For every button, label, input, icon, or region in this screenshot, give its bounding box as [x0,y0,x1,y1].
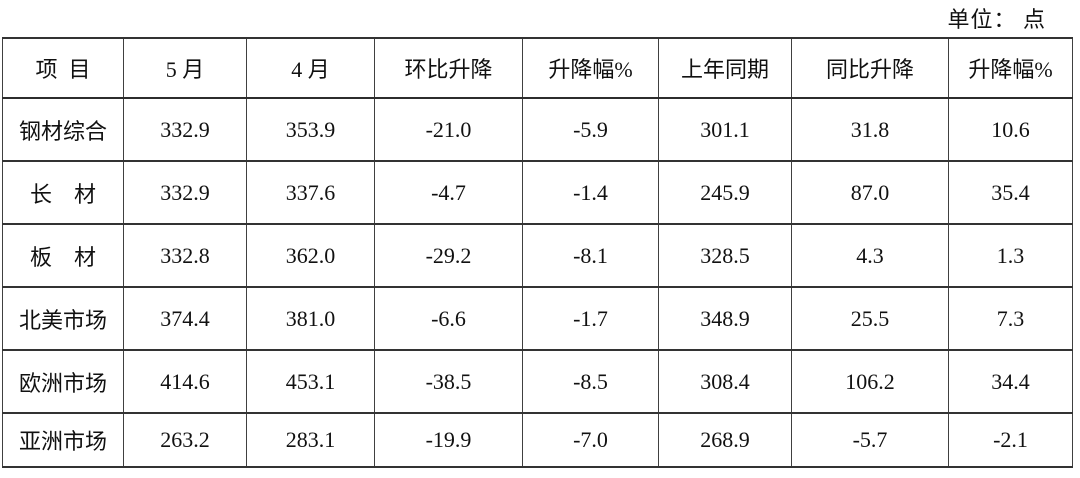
header-cell-may: 5 月 [123,37,247,99]
data-cell: 263.2 [123,412,247,468]
data-cell: -5.9 [522,97,659,162]
header-cell-yoy-change-pct: 升降幅% [948,37,1073,99]
data-cell: 453.1 [246,349,375,414]
steel-price-index-table: 项 目 5 月 4 月 环比升降 升降幅% 上年同期 同比升降 升降幅% 钢材综… [2,37,1073,468]
data-cell: 337.6 [246,160,375,225]
row-label: 北美市场 [2,286,124,351]
table-row: 北美市场 374.4 381.0 -6.6 -1.7 348.9 25.5 7.… [2,286,1073,351]
data-cell: 268.9 [658,412,792,468]
data-cell: 332.8 [123,223,247,288]
data-cell: 362.0 [246,223,375,288]
header-cell-item: 项 目 [2,37,124,99]
header-cell-april: 4 月 [246,37,375,99]
data-cell: 31.8 [791,97,949,162]
data-cell: 283.1 [246,412,375,468]
data-cell: -38.5 [374,349,523,414]
data-cell: 301.1 [658,97,792,162]
data-cell: 308.4 [658,349,792,414]
table-row: 亚洲市场 263.2 283.1 -19.9 -7.0 268.9 -5.7 -… [2,412,1073,468]
row-label: 长 材 [2,160,124,225]
header-row: 项 目 5 月 4 月 环比升降 升降幅% 上年同期 同比升降 升降幅% [2,37,1073,99]
data-cell: 1.3 [948,223,1073,288]
header-cell-mom-change: 环比升降 [374,37,523,99]
row-label: 欧洲市场 [2,349,124,414]
data-cell: -7.0 [522,412,659,468]
data-cell: 35.4 [948,160,1073,225]
data-cell: 332.9 [123,160,247,225]
data-cell: 34.4 [948,349,1073,414]
data-cell: -5.7 [791,412,949,468]
data-cell: 332.9 [123,97,247,162]
header-cell-last-year: 上年同期 [658,37,792,99]
data-cell: 87.0 [791,160,949,225]
data-cell: 414.6 [123,349,247,414]
data-cell: 381.0 [246,286,375,351]
data-cell: -8.1 [522,223,659,288]
data-cell: 10.6 [948,97,1073,162]
unit-label: 单位： 点 [947,7,1046,32]
data-cell: 245.9 [658,160,792,225]
table-row: 板 材 332.8 362.0 -29.2 -8.1 328.5 4.3 1.3 [2,223,1073,288]
data-cell: 374.4 [123,286,247,351]
table-row: 长 材 332.9 337.6 -4.7 -1.4 245.9 87.0 35.… [2,160,1073,225]
data-cell: 4.3 [791,223,949,288]
data-cell: 353.9 [246,97,375,162]
row-label: 钢材综合 [2,97,124,162]
row-label: 亚洲市场 [2,412,124,468]
data-cell: -19.9 [374,412,523,468]
header-cell-mom-change-pct: 升降幅% [522,37,659,99]
header-cell-yoy-change: 同比升降 [791,37,949,99]
data-cell: -2.1 [948,412,1073,468]
data-cell: -4.7 [374,160,523,225]
table-row: 欧洲市场 414.6 453.1 -38.5 -8.5 308.4 106.2 … [2,349,1073,414]
row-label: 板 材 [2,223,124,288]
table-row: 钢材综合 332.9 353.9 -21.0 -5.9 301.1 31.8 1… [2,97,1073,162]
data-cell: -1.4 [522,160,659,225]
data-cell: 348.9 [658,286,792,351]
data-cell: -8.5 [522,349,659,414]
data-cell: 328.5 [658,223,792,288]
data-cell: -21.0 [374,97,523,162]
data-cell: -1.7 [522,286,659,351]
data-cell: 7.3 [948,286,1073,351]
data-cell: -6.6 [374,286,523,351]
data-cell: 106.2 [791,349,949,414]
data-cell: 25.5 [791,286,949,351]
data-cell: -29.2 [374,223,523,288]
